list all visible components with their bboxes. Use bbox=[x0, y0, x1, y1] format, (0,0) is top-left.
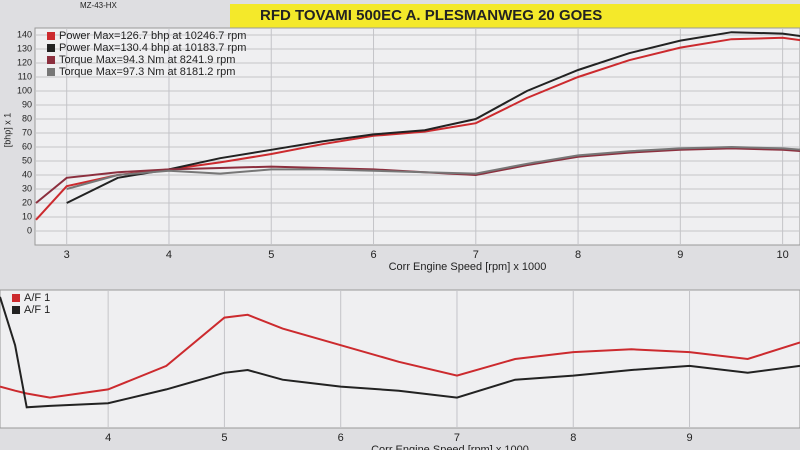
y-tick-label: 50 bbox=[22, 155, 32, 165]
title-bar bbox=[230, 4, 800, 28]
x-tick-label: 8 bbox=[575, 249, 581, 261]
legend-swatch bbox=[47, 56, 55, 64]
y-tick-label: 130 bbox=[17, 43, 32, 53]
y-tick-label: 60 bbox=[22, 141, 32, 151]
x-tick-label: 7 bbox=[473, 249, 479, 261]
legend-label: A/F 1 bbox=[24, 304, 50, 316]
plot-area bbox=[34, 27, 800, 246]
x-tick-label: 8 bbox=[570, 432, 576, 444]
x-axis-label: Corr Engine Speed [rpm] x 1000 bbox=[371, 444, 529, 450]
x-tick-label: 7 bbox=[454, 432, 460, 444]
series-line bbox=[66, 31, 800, 204]
legend-label: A/F 1 bbox=[24, 292, 50, 304]
legend-swatch bbox=[12, 306, 20, 314]
subtitle: MZ-43-HX bbox=[80, 1, 118, 10]
x-tick-label: 4 bbox=[166, 249, 172, 261]
legend-label: Torque Max=94.3 Nm at 8241.9 rpm bbox=[59, 54, 235, 66]
series-line bbox=[0, 313, 800, 399]
y-tick-label: 20 bbox=[22, 197, 32, 207]
y-tick-label: 0 bbox=[27, 225, 32, 235]
y-axis-label: [bhp] x 1 bbox=[2, 113, 12, 148]
y-tick-label: 120 bbox=[17, 57, 32, 67]
y-tick-label: 140 bbox=[17, 29, 32, 39]
series-line bbox=[0, 296, 800, 409]
x-tick-label: 3 bbox=[64, 249, 70, 261]
y-tick-label: 100 bbox=[17, 85, 32, 95]
y-tick-label: 110 bbox=[18, 71, 32, 81]
legend-swatch bbox=[47, 44, 55, 52]
x-axis-label: Corr Engine Speed [rpm] x 1000 bbox=[389, 261, 547, 273]
y-tick-label: 80 bbox=[22, 113, 32, 123]
legend-label: Power Max=126.7 bhp at 10246.7 rpm bbox=[59, 30, 246, 42]
x-tick-label: 6 bbox=[370, 249, 376, 261]
y-tick-label: 90 bbox=[22, 99, 32, 109]
legend-swatch bbox=[12, 294, 20, 302]
y-tick-label: 40 bbox=[22, 169, 32, 179]
y-tick-label: 10 bbox=[22, 211, 32, 221]
x-tick-label: 6 bbox=[338, 432, 344, 444]
legend-label: Power Max=130.4 bhp at 10183.7 rpm bbox=[59, 42, 246, 54]
legend-swatch bbox=[47, 68, 55, 76]
x-tick-label: 9 bbox=[686, 432, 692, 444]
x-tick-label: 4 bbox=[105, 432, 111, 444]
chart-title: RFD TOVAMI 500EC A. PLESMANWEG 20 GOES bbox=[260, 7, 602, 24]
plot-area bbox=[0, 289, 800, 429]
x-tick-label: 5 bbox=[221, 432, 227, 444]
x-tick-label: 10 bbox=[776, 249, 788, 261]
x-tick-label: 9 bbox=[677, 249, 683, 261]
legend-swatch bbox=[47, 32, 55, 40]
y-tick-label: 70 bbox=[22, 127, 32, 137]
y-tick-label: 30 bbox=[22, 183, 32, 193]
series-line bbox=[66, 145, 800, 190]
legend-label: Torque Max=97.3 Nm at 8181.2 rpm bbox=[59, 66, 235, 78]
x-tick-label: 5 bbox=[268, 249, 274, 261]
